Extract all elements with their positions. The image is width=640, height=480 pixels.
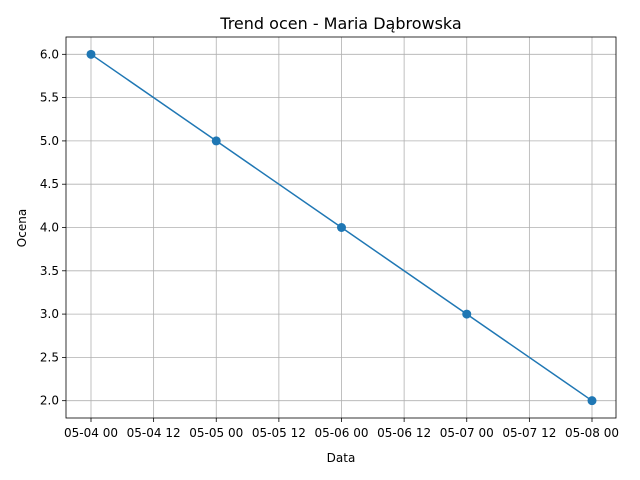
x-tick-label: 05-08 00	[565, 426, 619, 440]
x-tick-label: 05-07 12	[502, 426, 556, 440]
data-point	[86, 49, 96, 59]
data-point	[211, 136, 221, 146]
y-tick-label: 4.0	[40, 221, 59, 235]
y-tick-label: 5.5	[40, 91, 59, 105]
x-tick-label: 05-06 00	[315, 426, 369, 440]
plot-frame	[65, 36, 617, 419]
data-point	[587, 396, 597, 406]
x-axis-label: Data	[327, 451, 356, 465]
series-line-group	[86, 49, 597, 406]
y-tick-label: 2.0	[40, 394, 59, 408]
chart-title: Trend ocen - Maria Dąbrowska	[219, 14, 461, 33]
x-tick-label: 05-07 00	[440, 426, 494, 440]
data-point	[462, 309, 472, 319]
y-tick-label: 2.5	[40, 350, 59, 364]
y-tick-label: 6.0	[40, 47, 59, 61]
data-point	[337, 223, 346, 232]
y-tick-label: 5.0	[40, 134, 59, 148]
y-tick-label: 3.0	[40, 307, 59, 321]
axes: 05-04 00 05-04 12 05-05 00 05-05 12 05-06 00…	[40, 47, 619, 440]
x-tick-label: 05-05 00	[189, 426, 243, 440]
y-axis-label: Ocena	[15, 209, 29, 247]
x-tick-label: 05-06 12	[377, 426, 431, 440]
y-tick-label: 3.5	[40, 264, 59, 278]
x-tick-label: 05-04 00	[64, 426, 118, 440]
y-tick-label: 4.5	[40, 177, 59, 191]
x-tick-label: 05-05 12	[252, 426, 306, 440]
x-tick-label: 05-04 12	[127, 426, 181, 440]
